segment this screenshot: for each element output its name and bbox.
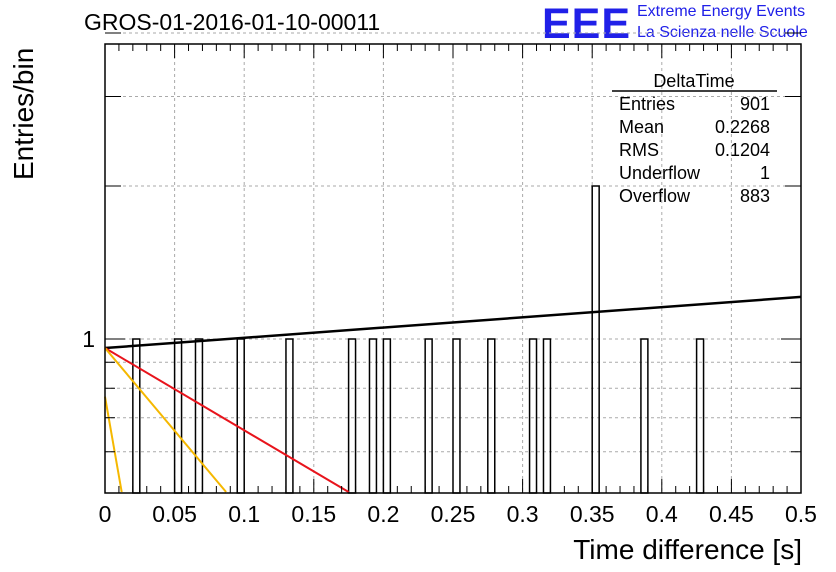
stats-label-entries: Entries: [619, 94, 675, 114]
fit-lines: [104, 295, 802, 493]
fit-line-black: [104, 295, 802, 350]
x-tick-label: 0.25: [431, 501, 476, 527]
stats-value-underflow: 1: [760, 163, 770, 183]
fit-line-yellow: [104, 347, 227, 493]
x-tick-label: 0.2: [367, 501, 399, 527]
x-tick-label: 0.4: [646, 501, 678, 527]
x-tick-label: 0.1: [228, 501, 260, 527]
stats-value-entries: 901: [740, 94, 770, 114]
x-tick-label: 0.05: [152, 501, 197, 527]
x-tick-label: 0.35: [570, 501, 615, 527]
eee-logo: EEE: [542, 0, 632, 48]
stats-value-rms: 0.1204: [715, 140, 770, 160]
x-axis-label: Time difference [s]: [573, 534, 802, 565]
stats-label-rms: RMS: [619, 140, 659, 160]
stats-label-overflow: Overflow: [619, 186, 691, 206]
x-tick-label: 0.3: [507, 501, 539, 527]
stats-label-underflow: Underflow: [619, 163, 701, 183]
stats-value-mean: 0.2268: [715, 117, 770, 137]
x-tick-label: 0.45: [709, 501, 754, 527]
stats-title: DeltaTime: [653, 71, 734, 91]
chart-title: GROS-01-2016-01-10-00011: [84, 9, 381, 35]
y-tick-label: 1: [82, 326, 95, 352]
x-tick-label: 0: [99, 501, 112, 527]
stats-value-overflow: 883: [740, 186, 770, 206]
stats-label-mean: Mean: [619, 117, 664, 137]
stats-box: DeltaTime Entries 901 Mean 0.2268 RMS 0.…: [612, 71, 777, 206]
logo-subtitle-line2: La Scienza nelle Scuole: [637, 24, 808, 41]
x-tick-label: 0.5: [785, 501, 817, 527]
fit-line-yellow: [104, 396, 123, 493]
logo-subtitle-line1: Extreme Energy Events: [637, 3, 806, 20]
fit-line-red: [104, 347, 350, 493]
axis-ticks: 0 0.05 0.1 0.15 0.2 0.25 0.3 0.35 0.4 0.45 0.5 1: [82, 32, 817, 527]
x-tick-label: 0.15: [291, 501, 336, 527]
